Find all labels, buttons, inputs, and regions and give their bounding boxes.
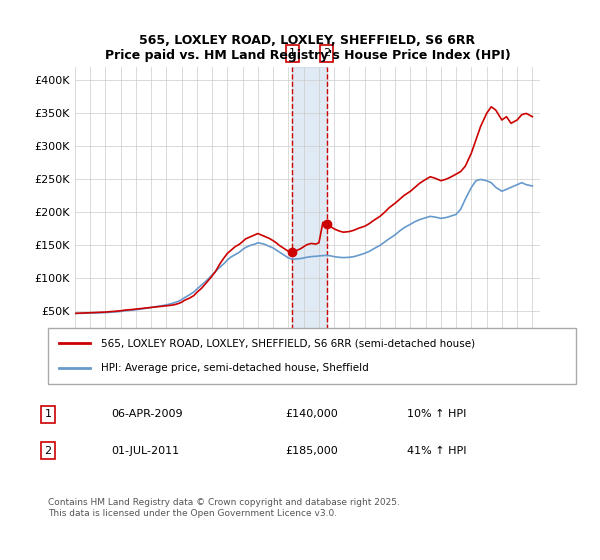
FancyBboxPatch shape xyxy=(48,328,576,384)
Text: £185,000: £185,000 xyxy=(286,446,338,456)
Title: 565, LOXLEY ROAD, LOXLEY, SHEFFIELD, S6 6RR
Price paid vs. HM Land Registry's Ho: 565, LOXLEY ROAD, LOXLEY, SHEFFIELD, S6 … xyxy=(104,34,511,62)
Bar xyxy=(292,67,326,344)
Text: 1: 1 xyxy=(44,409,52,419)
Text: £140,000: £140,000 xyxy=(286,409,338,419)
Text: 01-JUL-2011: 01-JUL-2011 xyxy=(112,446,179,456)
Text: 1: 1 xyxy=(289,48,296,58)
Text: 41% ↑ HPI: 41% ↑ HPI xyxy=(407,446,467,456)
Text: 2: 2 xyxy=(44,446,52,456)
Text: Contains HM Land Registry data © Crown copyright and database right 2025.
This d: Contains HM Land Registry data © Crown c… xyxy=(48,498,400,518)
Text: 565, LOXLEY ROAD, LOXLEY, SHEFFIELD, S6 6RR (semi-detached house): 565, LOXLEY ROAD, LOXLEY, SHEFFIELD, S6 … xyxy=(101,338,475,348)
Text: 2: 2 xyxy=(323,48,330,58)
Text: HPI: Average price, semi-detached house, Sheffield: HPI: Average price, semi-detached house,… xyxy=(101,363,368,373)
Text: 10% ↑ HPI: 10% ↑ HPI xyxy=(407,409,466,419)
Text: 06-APR-2009: 06-APR-2009 xyxy=(112,409,183,419)
